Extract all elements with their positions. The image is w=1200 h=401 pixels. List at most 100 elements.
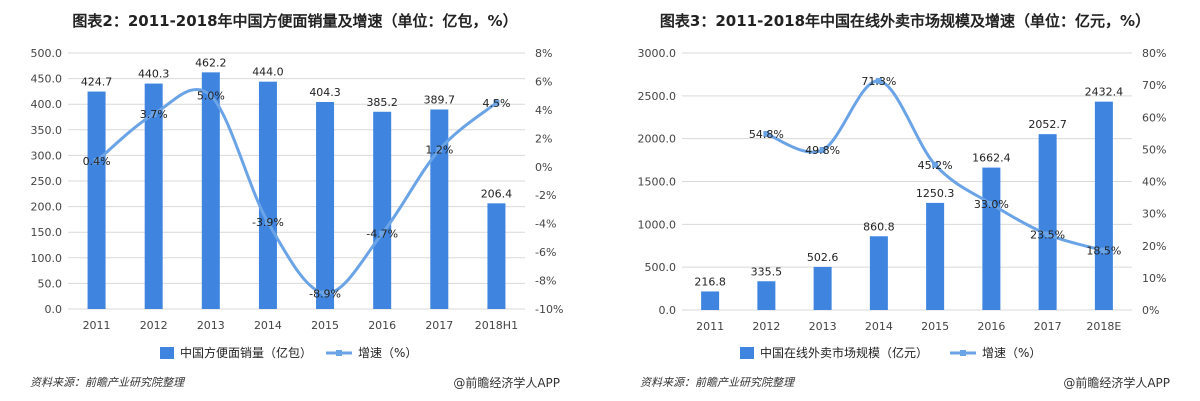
bar-value-label: 502.6 [807,251,839,264]
left-axis-tick-label: 1000.0 [638,218,677,231]
line-point [150,111,157,118]
left-axis-tick-label: 400.0 [31,98,63,111]
line-point [988,200,995,207]
bar [258,81,277,309]
right-axis-tick-label: 8% [535,47,552,60]
bar-value-label: 385.2 [366,96,398,109]
line-value-label: 18.5% [1086,245,1121,258]
left-axis-tick-label: 2500.0 [638,90,677,103]
legend-line-label: 增速（%） [358,346,417,360]
chart-title: 图表3：2011-2018年中国在线外卖市场规模及增速（单位：亿元，%） [659,12,1151,30]
bar [869,236,888,310]
line-value-label: 0.4% [83,155,111,168]
line-point [436,146,443,153]
line-value-label: 5.0% [197,90,225,103]
bar-value-label: 462.2 [195,56,227,69]
source-note: 资料来源：前瞻产业研究院整理 [640,376,794,389]
bar [982,167,1001,310]
category-tick-label: 2013 [197,319,225,332]
category-tick-label: 2014 [254,319,282,332]
line-value-label: 45.2% [918,159,953,172]
source-note: 资料来源：前瞻产业研究院整理 [30,376,184,389]
left-axis-tick-label: 150.0 [31,226,63,239]
left-axis-tick-label: 300.0 [31,149,63,162]
right-axis-tick-label: 60% [1142,111,1166,124]
bar-value-label: 404.3 [309,86,341,99]
bar [430,109,449,309]
chart-panel-sales: 图表2：2011-2018年中国方便面销量及增速（单位：亿包，%） 0.0 50.… [0,0,590,401]
right-axis-tick-label: 70% [1142,79,1166,92]
left-axis-tick-label: 2000.0 [638,133,677,146]
left-axis-tick-label: 1500.0 [638,176,677,189]
left-axis-tick-label: 500.0 [645,261,677,274]
line-point [875,77,882,84]
right-axis-tick-label: 20% [1142,240,1166,253]
line-point [264,219,271,226]
left-axis-tick-label: 3000.0 [638,47,677,60]
category-tick-label: 2011 [83,319,111,332]
right-axis-tick-label: -10% [535,303,563,316]
category-tick-label: 2017 [425,319,453,332]
left-axis-tick-label: 450.0 [31,73,63,86]
line-point [379,230,386,237]
right-axis-tick-label: -6% [535,246,556,259]
line-value-label: -4.7% [366,228,398,241]
right-axis-tick-label: 40% [1142,176,1166,189]
category-tick-label: 2018E [1086,320,1121,333]
left-axis-tick-label: 0.0 [659,304,677,317]
category-tick-label: 2011 [696,320,724,333]
category-tick-label: 2015 [311,319,339,332]
right-axis-tick-label: 50% [1142,143,1166,156]
bar-value-label: 424.7 [81,76,113,89]
line-point [932,161,939,168]
line-value-label: 23.5% [1030,229,1065,242]
bar [926,202,945,310]
category-tick-label: 2013 [809,320,837,333]
bar-value-label: 1662.4 [972,152,1011,165]
line-value-label: 3.7% [140,108,168,121]
legend-line-marker [960,350,966,356]
line-value-label: 4.5% [482,97,510,110]
bar [701,291,720,310]
category-tick-label: 2016 [368,319,396,332]
brand-credit: @前瞻经济学人APP [1063,376,1170,390]
right-axis-tick-label: 30% [1142,208,1166,221]
right-axis-tick-label: 2% [535,132,552,145]
bar [1094,101,1113,311]
left-axis-tick-label: 100.0 [31,252,63,265]
legend-bar-swatch [160,347,174,359]
category-tick-label: 2012 [140,319,168,332]
line-point [1044,231,1051,238]
line-point [493,99,500,106]
right-axis-tick-label: 6% [535,75,552,88]
line-value-label: -3.9% [252,216,284,229]
bar-value-label: 860.8 [863,220,895,233]
right-axis-tick-label: 4% [535,104,552,117]
category-tick-label: 2014 [865,320,893,333]
bar [201,72,220,309]
left-axis-tick-label: 50.0 [38,277,63,290]
bar-value-label: 389.7 [424,93,456,106]
right-axis-tick-label: 10% [1142,272,1166,285]
bar-value-label: 440.3 [138,68,170,81]
growth-line [95,87,498,295]
brand-credit: @前瞻经济学人APP [453,376,560,390]
line-value-label: 54.8% [749,128,784,141]
category-tick-label: 2017 [1034,320,1062,333]
chart-svg-sales: 0.0 50.0 100.0 150.0 200.0 250.0 300.0 350.0 400… [31,47,564,360]
right-axis-tick-label: 80% [1142,47,1166,60]
bar [813,266,832,310]
category-tick-label: 2012 [752,320,780,333]
left-axis-tick-label: 0.0 [45,303,63,316]
bar [487,203,506,309]
line-value-label: 49.8% [805,144,840,157]
legend-line-marker [336,350,342,356]
bar-value-label: 1250.3 [916,187,955,200]
legend-bar-label: 中国在线外卖市场规模（亿元） [760,345,928,360]
right-axis-tick-label: 0% [535,161,552,174]
category-tick-label: 2015 [921,320,949,333]
legend-line-label: 增速（%） [982,346,1041,360]
right-axis-tick-label: -8% [535,275,556,288]
line-point [819,147,826,154]
left-axis-tick-label: 500.0 [31,47,63,60]
